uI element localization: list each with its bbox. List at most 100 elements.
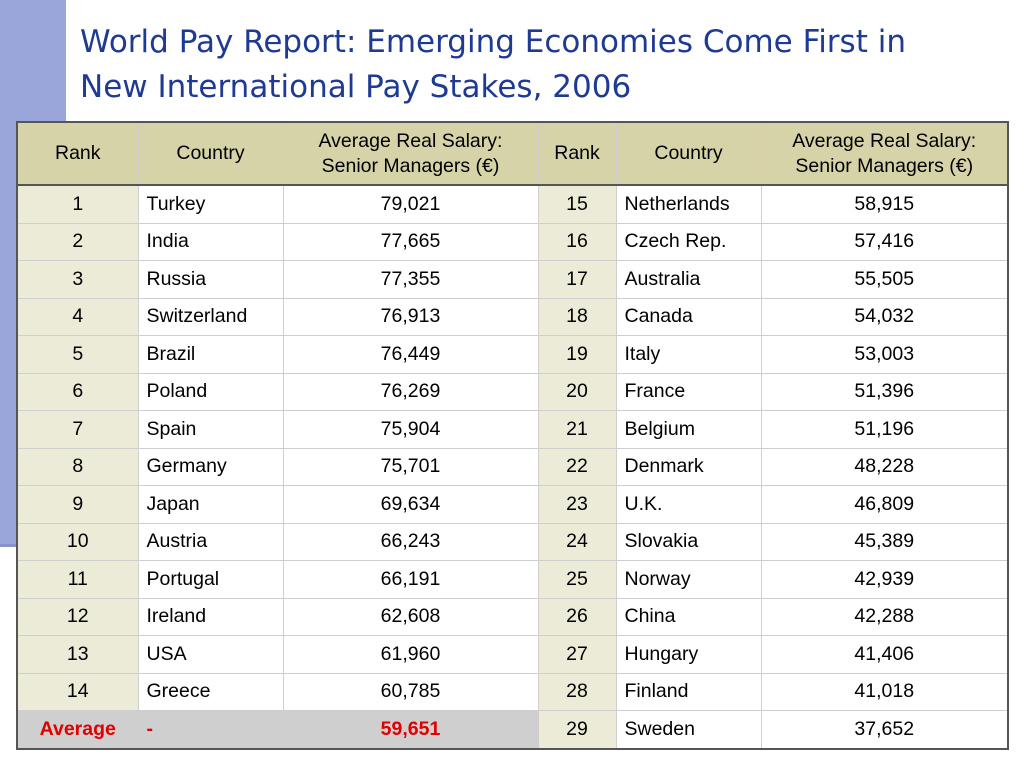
country-cell-left: USA: [137, 635, 284, 674]
table-row: 9 Japan 69,634 23 U.K. 46,809: [16, 485, 1009, 524]
rank-cell-left: 9: [16, 485, 139, 524]
rank-cell-right: 20: [537, 372, 617, 411]
table-body: 1 Turkey 79,021 15 Netherlands 58,915 2 India 77…: [16, 184, 1009, 749]
country-cell-right: Slovakia: [615, 522, 762, 561]
header-rank-right: Rank: [537, 121, 617, 186]
country-cell-right: Czech Rep.: [615, 222, 762, 261]
header-salary-right: Average Real Salary: Senior Managers (€): [760, 121, 1009, 186]
country-cell-right: France: [615, 372, 762, 411]
rank-cell-right: 19: [537, 335, 617, 374]
salary-cell-left: 76,913: [282, 297, 539, 336]
rank-cell-left: 8: [16, 447, 139, 486]
salary-cell-left: 76,449: [282, 335, 539, 374]
country-cell-right: Hungary: [615, 635, 762, 674]
table-row: 11 Portugal 66,191 25 Norway 42,939: [16, 560, 1009, 599]
country-cell-right: Sweden: [615, 710, 762, 749]
salary-cell-right: 54,032: [760, 297, 1009, 336]
country-cell-right: Denmark: [615, 447, 762, 486]
rank-cell-left: 3: [16, 260, 139, 299]
rank-cell-left: 13: [16, 635, 139, 674]
pay-ranking-table: Rank Country Average Real Salary: Senior…: [16, 121, 1009, 750]
average-salary: 59,651: [282, 710, 539, 749]
title-line-1: World Pay Report: Emerging Economies Com…: [80, 24, 906, 60]
rank-cell-left: 2: [16, 222, 139, 261]
rank-cell-left: 1: [16, 184, 139, 224]
salary-cell-right: 51,196: [760, 410, 1009, 449]
salary-cell-right: 55,505: [760, 260, 1009, 299]
salary-cell-right: 46,809: [760, 485, 1009, 524]
rank-cell-right: 23: [537, 485, 617, 524]
country-cell-left: Japan: [137, 485, 284, 524]
country-cell-left: Russia: [137, 260, 284, 299]
table-row: 10 Austria 66,243 24 Slovakia 45,389: [16, 522, 1009, 561]
salary-cell-left: 60,785: [282, 672, 539, 711]
country-cell-left: Switzerland: [137, 297, 284, 336]
rank-cell-right: 16: [537, 222, 617, 261]
average-label: Average: [16, 710, 139, 749]
table-row: 14 Greece 60,785 28 Finland 41,018: [16, 672, 1009, 711]
rank-cell-right: 25: [537, 560, 617, 599]
table-row: 12 Ireland 62,608 26 China 42,288: [16, 597, 1009, 636]
table-header-row: Rank Country Average Real Salary: Senior…: [16, 121, 1009, 186]
salary-cell-left: 75,701: [282, 447, 539, 486]
country-cell-right: U.K.: [615, 485, 762, 524]
salary-cell-left: 77,665: [282, 222, 539, 261]
table-row: 13 USA 61,960 27 Hungary 41,406: [16, 635, 1009, 674]
country-cell-left: Germany: [137, 447, 284, 486]
country-cell-left: Spain: [137, 410, 284, 449]
salary-cell-right: 37,652: [760, 710, 1009, 749]
country-cell-right: Belgium: [615, 410, 762, 449]
salary-cell-left: 66,191: [282, 560, 539, 599]
header-country-left: Country: [137, 121, 284, 186]
rank-cell-right: 15: [537, 184, 617, 224]
rank-cell-left: 14: [16, 672, 139, 711]
rank-cell-right: 27: [537, 635, 617, 674]
country-cell-left: Poland: [137, 372, 284, 411]
salary-cell-right: 51,396: [760, 372, 1009, 411]
country-cell-left: Portugal: [137, 560, 284, 599]
table-row: 1 Turkey 79,021 15 Netherlands 58,915: [16, 184, 1009, 224]
country-cell-left: Austria: [137, 522, 284, 561]
rank-cell-left: 10: [16, 522, 139, 561]
salary-cell-right: 45,389: [760, 522, 1009, 561]
salary-cell-left: 77,355: [282, 260, 539, 299]
header-country-right: Country: [615, 121, 762, 186]
rank-cell-right: 28: [537, 672, 617, 711]
salary-cell-right: 53,003: [760, 335, 1009, 374]
average-country: -: [137, 710, 284, 749]
salary-cell-right: 57,416: [760, 222, 1009, 261]
rank-cell-right: 18: [537, 297, 617, 336]
table-row: 7 Spain 75,904 21 Belgium 51,196: [16, 410, 1009, 449]
salary-cell-right: 42,288: [760, 597, 1009, 636]
salary-cell-left: 62,608: [282, 597, 539, 636]
rank-cell-right: 24: [537, 522, 617, 561]
rank-cell-right: 22: [537, 447, 617, 486]
salary-cell-left: 79,021: [282, 184, 539, 224]
table-row: 8 Germany 75,701 22 Denmark 48,228: [16, 447, 1009, 486]
salary-cell-left: 69,634: [282, 485, 539, 524]
country-cell-left: Ireland: [137, 597, 284, 636]
country-cell-right: Canada: [615, 297, 762, 336]
salary-cell-left: 75,904: [282, 410, 539, 449]
rank-cell-right: 21: [537, 410, 617, 449]
salary-cell-right: 42,939: [760, 560, 1009, 599]
table-row: 6 Poland 76,269 20 France 51,396: [16, 372, 1009, 411]
rank-cell-left: 5: [16, 335, 139, 374]
salary-cell-left: 61,960: [282, 635, 539, 674]
rank-cell-right: 17: [537, 260, 617, 299]
country-cell-right: China: [615, 597, 762, 636]
table-row: 4 Switzerland 76,913 18 Canada 54,032: [16, 297, 1009, 336]
country-cell-right: Norway: [615, 560, 762, 599]
rank-cell-left: 6: [16, 372, 139, 411]
title-line-2: New International Pay Stakes, 2006: [80, 69, 632, 105]
header-rank-left: Rank: [16, 121, 139, 186]
salary-cell-right: 41,018: [760, 672, 1009, 711]
slide-title: World Pay Report: Emerging Economies Com…: [80, 20, 1000, 110]
salary-cell-right: 48,228: [760, 447, 1009, 486]
header-salary-left: Average Real Salary: Senior Managers (€): [282, 121, 539, 186]
salary-cell-left: 66,243: [282, 522, 539, 561]
rank-cell-right: 29: [537, 710, 617, 749]
country-cell-left: Brazil: [137, 335, 284, 374]
salary-cell-right: 58,915: [760, 184, 1009, 224]
rank-cell-left: 12: [16, 597, 139, 636]
